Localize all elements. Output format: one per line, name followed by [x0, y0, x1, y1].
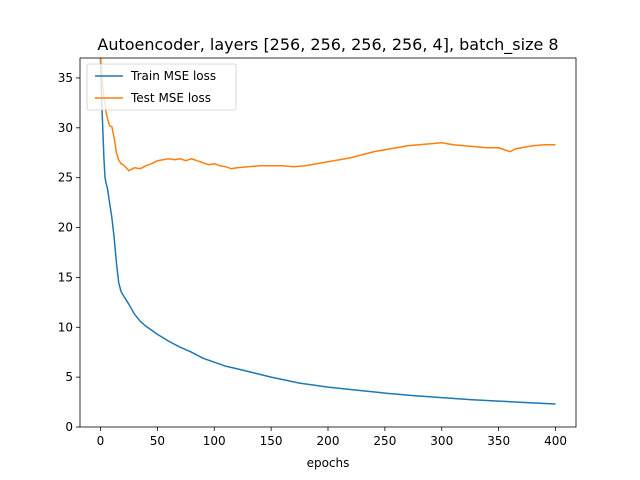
y-tick-label: 25 [58, 171, 73, 185]
legend: Train MSE loss Test MSE loss [86, 63, 237, 111]
x-tick-label: 150 [260, 434, 283, 448]
plot-area: 0 50 100 150 200 250 300 350 400 0 5 10 15 20 25 30 35 [58, 57, 577, 448]
y-tick-label: 10 [58, 320, 73, 334]
legend-box [86, 63, 237, 111]
x-tick-label: 250 [373, 434, 396, 448]
x-tick-label: 350 [487, 434, 510, 448]
series-line-test-mse-loss [99, 58, 556, 172]
legend-label: Test MSE loss [130, 91, 211, 105]
x-tick-label: 0 [97, 434, 105, 448]
y-tick-label: 20 [58, 221, 73, 235]
chart-title: Autoencoder, layers [256, 256, 256, 256,… [97, 35, 558, 55]
y-tick-label: 15 [58, 270, 73, 284]
x-tick-label: 50 [150, 434, 165, 448]
x-axis-label: epochs [307, 456, 350, 470]
y-tick-label: 30 [58, 121, 73, 135]
y-tick-label: 0 [65, 420, 73, 434]
y-tick-label: 5 [65, 370, 73, 384]
x-tick-label: 100 [203, 434, 226, 448]
x-tick-label: 400 [544, 434, 567, 448]
x-tick-label: 200 [317, 434, 340, 448]
y-tick-label: 35 [58, 71, 73, 85]
legend-label: Train MSE loss [130, 69, 216, 83]
x-tick-label: 300 [430, 434, 453, 448]
series-line-train-mse-loss [99, 58, 556, 405]
